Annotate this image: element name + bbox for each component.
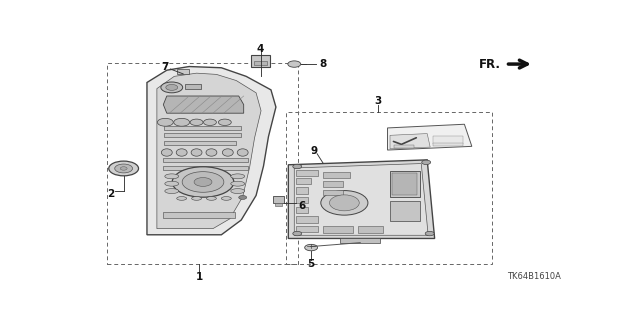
- Text: 7: 7: [162, 62, 169, 72]
- Bar: [296, 170, 318, 176]
- Ellipse shape: [165, 181, 179, 186]
- Bar: [253, 61, 268, 65]
- Bar: [392, 174, 417, 196]
- Ellipse shape: [222, 149, 233, 156]
- Text: 3: 3: [374, 96, 381, 107]
- Circle shape: [157, 118, 173, 126]
- Ellipse shape: [237, 149, 248, 156]
- Text: TK64B1610A: TK64B1610A: [508, 271, 561, 280]
- Polygon shape: [147, 67, 276, 235]
- Circle shape: [218, 119, 231, 125]
- Circle shape: [292, 231, 301, 236]
- Bar: [390, 201, 420, 220]
- Circle shape: [109, 161, 138, 176]
- Bar: [296, 226, 318, 232]
- Bar: [251, 55, 270, 67]
- Bar: [185, 84, 201, 89]
- Circle shape: [288, 61, 301, 67]
- Polygon shape: [390, 134, 430, 149]
- Circle shape: [182, 172, 224, 192]
- Bar: [323, 182, 343, 187]
- Text: 9: 9: [310, 145, 317, 156]
- Ellipse shape: [191, 197, 202, 200]
- Bar: [358, 226, 383, 233]
- Bar: [296, 187, 308, 194]
- Bar: [433, 136, 463, 145]
- Circle shape: [239, 196, 246, 199]
- Bar: [286, 112, 492, 264]
- Bar: [323, 190, 343, 196]
- Text: 4: 4: [257, 44, 264, 54]
- Bar: [394, 145, 414, 148]
- Text: 6: 6: [299, 201, 306, 211]
- Bar: [163, 159, 248, 162]
- Ellipse shape: [231, 181, 244, 186]
- Circle shape: [204, 119, 216, 125]
- Bar: [340, 238, 380, 243]
- Bar: [296, 178, 310, 184]
- Ellipse shape: [231, 174, 244, 179]
- Ellipse shape: [177, 197, 187, 200]
- Polygon shape: [157, 73, 261, 229]
- Bar: [296, 197, 308, 203]
- Bar: [390, 171, 420, 197]
- Polygon shape: [294, 164, 428, 235]
- Ellipse shape: [330, 195, 359, 211]
- Circle shape: [173, 118, 189, 126]
- Bar: [163, 166, 248, 170]
- Ellipse shape: [165, 189, 179, 194]
- Text: 2: 2: [107, 189, 115, 198]
- Ellipse shape: [207, 197, 216, 200]
- Bar: [273, 196, 284, 203]
- Circle shape: [425, 231, 434, 236]
- Bar: [164, 133, 241, 137]
- Circle shape: [115, 164, 132, 173]
- Text: 1: 1: [195, 272, 203, 282]
- Ellipse shape: [191, 149, 202, 156]
- Circle shape: [292, 164, 301, 169]
- Bar: [177, 70, 189, 74]
- Bar: [164, 141, 236, 145]
- Bar: [296, 206, 308, 213]
- Polygon shape: [163, 96, 244, 113]
- Ellipse shape: [231, 189, 244, 194]
- Circle shape: [166, 85, 178, 90]
- Circle shape: [194, 178, 212, 186]
- Circle shape: [422, 160, 431, 165]
- Ellipse shape: [176, 149, 187, 156]
- Polygon shape: [288, 160, 435, 239]
- Bar: [433, 143, 463, 146]
- Bar: [275, 203, 282, 206]
- Bar: [296, 216, 318, 223]
- Ellipse shape: [161, 149, 172, 156]
- Ellipse shape: [221, 197, 231, 200]
- Circle shape: [172, 167, 234, 197]
- Polygon shape: [388, 124, 472, 150]
- Bar: [164, 126, 241, 130]
- Circle shape: [161, 82, 182, 93]
- Text: 8: 8: [319, 59, 326, 69]
- Circle shape: [305, 244, 317, 251]
- Bar: [108, 63, 298, 264]
- Bar: [323, 172, 350, 178]
- Bar: [163, 212, 236, 218]
- Ellipse shape: [321, 190, 368, 215]
- Ellipse shape: [165, 174, 179, 179]
- Circle shape: [190, 119, 203, 125]
- Text: 5: 5: [307, 259, 315, 269]
- Bar: [323, 226, 353, 233]
- Text: FR.: FR.: [479, 57, 500, 70]
- Ellipse shape: [206, 149, 217, 156]
- Circle shape: [120, 167, 127, 170]
